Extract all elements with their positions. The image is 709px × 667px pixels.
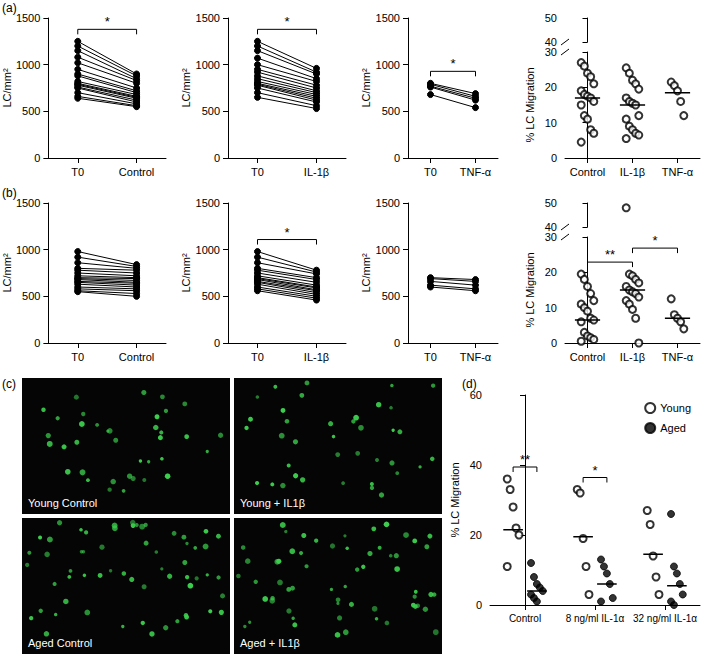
svg-text:*: * <box>284 14 289 29</box>
svg-text:Young + IL1β: Young + IL1β <box>240 497 305 509</box>
svg-text:500: 500 <box>22 290 40 302</box>
svg-text:32 ng/ml IL-1α: 32 ng/ml IL-1α <box>633 613 697 624</box>
svg-text:40: 40 <box>470 459 482 471</box>
svg-text:60: 60 <box>470 389 482 401</box>
svg-text:1500: 1500 <box>196 12 220 24</box>
svg-text:*: * <box>592 463 597 478</box>
svg-text:0: 0 <box>394 152 400 164</box>
svg-text:*: * <box>105 14 110 29</box>
svg-text:**: ** <box>605 247 615 262</box>
svg-text:0: 0 <box>551 152 557 164</box>
svg-text:LC/mm²: LC/mm² <box>1 68 13 107</box>
svg-text:0: 0 <box>551 337 557 349</box>
svg-text:Aged Control: Aged Control <box>28 637 92 649</box>
svg-text:% LC Migration: % LC Migration <box>524 67 536 142</box>
svg-text:20: 20 <box>470 529 482 541</box>
svg-text:Control: Control <box>570 166 605 178</box>
svg-text:500: 500 <box>202 105 220 117</box>
svg-text:1000: 1000 <box>376 244 400 256</box>
svg-text:1000: 1000 <box>196 59 220 71</box>
svg-text:T0: T0 <box>424 166 437 178</box>
svg-text:40: 40 <box>544 221 557 233</box>
svg-text:20: 20 <box>545 266 557 278</box>
svg-text:IL-1β: IL-1β <box>304 166 329 178</box>
svg-text:TNF-α: TNF-α <box>460 351 492 363</box>
svg-text:LC/mm²: LC/mm² <box>180 68 192 107</box>
svg-text:1000: 1000 <box>16 59 40 71</box>
svg-text:% LC Migration: % LC Migration <box>449 462 461 537</box>
svg-text:Control: Control <box>119 166 154 178</box>
svg-text:1000: 1000 <box>196 244 220 256</box>
svg-text:Control: Control <box>509 613 541 624</box>
svg-text:1500: 1500 <box>376 12 400 24</box>
svg-text:*: * <box>284 225 289 240</box>
svg-text:(b): (b) <box>2 186 17 200</box>
svg-text:*: * <box>450 56 455 71</box>
svg-text:500: 500 <box>382 290 400 302</box>
svg-text:T0: T0 <box>424 351 437 363</box>
svg-text:T0: T0 <box>251 166 264 178</box>
svg-text:% LC Migration: % LC Migration <box>524 252 536 327</box>
svg-text:LC/mm²: LC/mm² <box>360 68 372 107</box>
svg-text:500: 500 <box>382 105 400 117</box>
svg-text:(a): (a) <box>2 1 17 15</box>
svg-text:T0: T0 <box>251 351 264 363</box>
svg-text:(d): (d) <box>462 377 477 391</box>
svg-text:10: 10 <box>545 302 557 314</box>
svg-text:1500: 1500 <box>16 197 40 209</box>
svg-text:30: 30 <box>545 231 557 243</box>
svg-text:TNF-α: TNF-α <box>662 351 694 363</box>
svg-text:50: 50 <box>545 197 557 209</box>
svg-text:Aged + IL1β: Aged + IL1β <box>240 637 300 649</box>
svg-text:Control: Control <box>570 351 605 363</box>
svg-text:0: 0 <box>394 337 400 349</box>
svg-text:0: 0 <box>214 152 220 164</box>
svg-text:30: 30 <box>545 46 557 58</box>
svg-text:0: 0 <box>34 337 40 349</box>
svg-text:500: 500 <box>22 105 40 117</box>
svg-text:40: 40 <box>544 36 557 48</box>
svg-text:IL-1β: IL-1β <box>304 351 329 363</box>
svg-text:Control: Control <box>119 351 154 363</box>
svg-text:LC/mm²: LC/mm² <box>360 253 372 292</box>
svg-text:T0: T0 <box>71 166 84 178</box>
svg-text:0: 0 <box>476 599 482 611</box>
svg-text:LC/mm²: LC/mm² <box>1 253 13 292</box>
svg-text:10: 10 <box>545 117 557 129</box>
svg-text:IL-1β: IL-1β <box>620 166 645 178</box>
svg-text:IL-1β: IL-1β <box>620 351 645 363</box>
svg-text:Young Control: Young Control <box>28 497 97 509</box>
svg-text:1500: 1500 <box>376 197 400 209</box>
svg-text:0: 0 <box>34 152 40 164</box>
svg-text:500: 500 <box>202 290 220 302</box>
svg-text:1500: 1500 <box>16 12 40 24</box>
svg-text:20: 20 <box>545 81 557 93</box>
svg-text:TNF-α: TNF-α <box>460 166 492 178</box>
svg-text:50: 50 <box>545 12 557 24</box>
svg-text:LC/mm²: LC/mm² <box>180 253 192 292</box>
svg-text:T0: T0 <box>71 351 84 363</box>
svg-text:1000: 1000 <box>16 244 40 256</box>
svg-text:(c): (c) <box>2 377 16 391</box>
svg-text:1000: 1000 <box>376 59 400 71</box>
svg-text:8 ng/ml IL-1α: 8 ng/ml IL-1α <box>566 613 625 624</box>
svg-text:0: 0 <box>214 337 220 349</box>
svg-text:1500: 1500 <box>196 197 220 209</box>
svg-text:*: * <box>652 233 657 248</box>
svg-text:TNF-α: TNF-α <box>662 166 694 178</box>
svg-text:Young: Young <box>660 402 691 414</box>
svg-text:Aged: Aged <box>660 422 686 434</box>
